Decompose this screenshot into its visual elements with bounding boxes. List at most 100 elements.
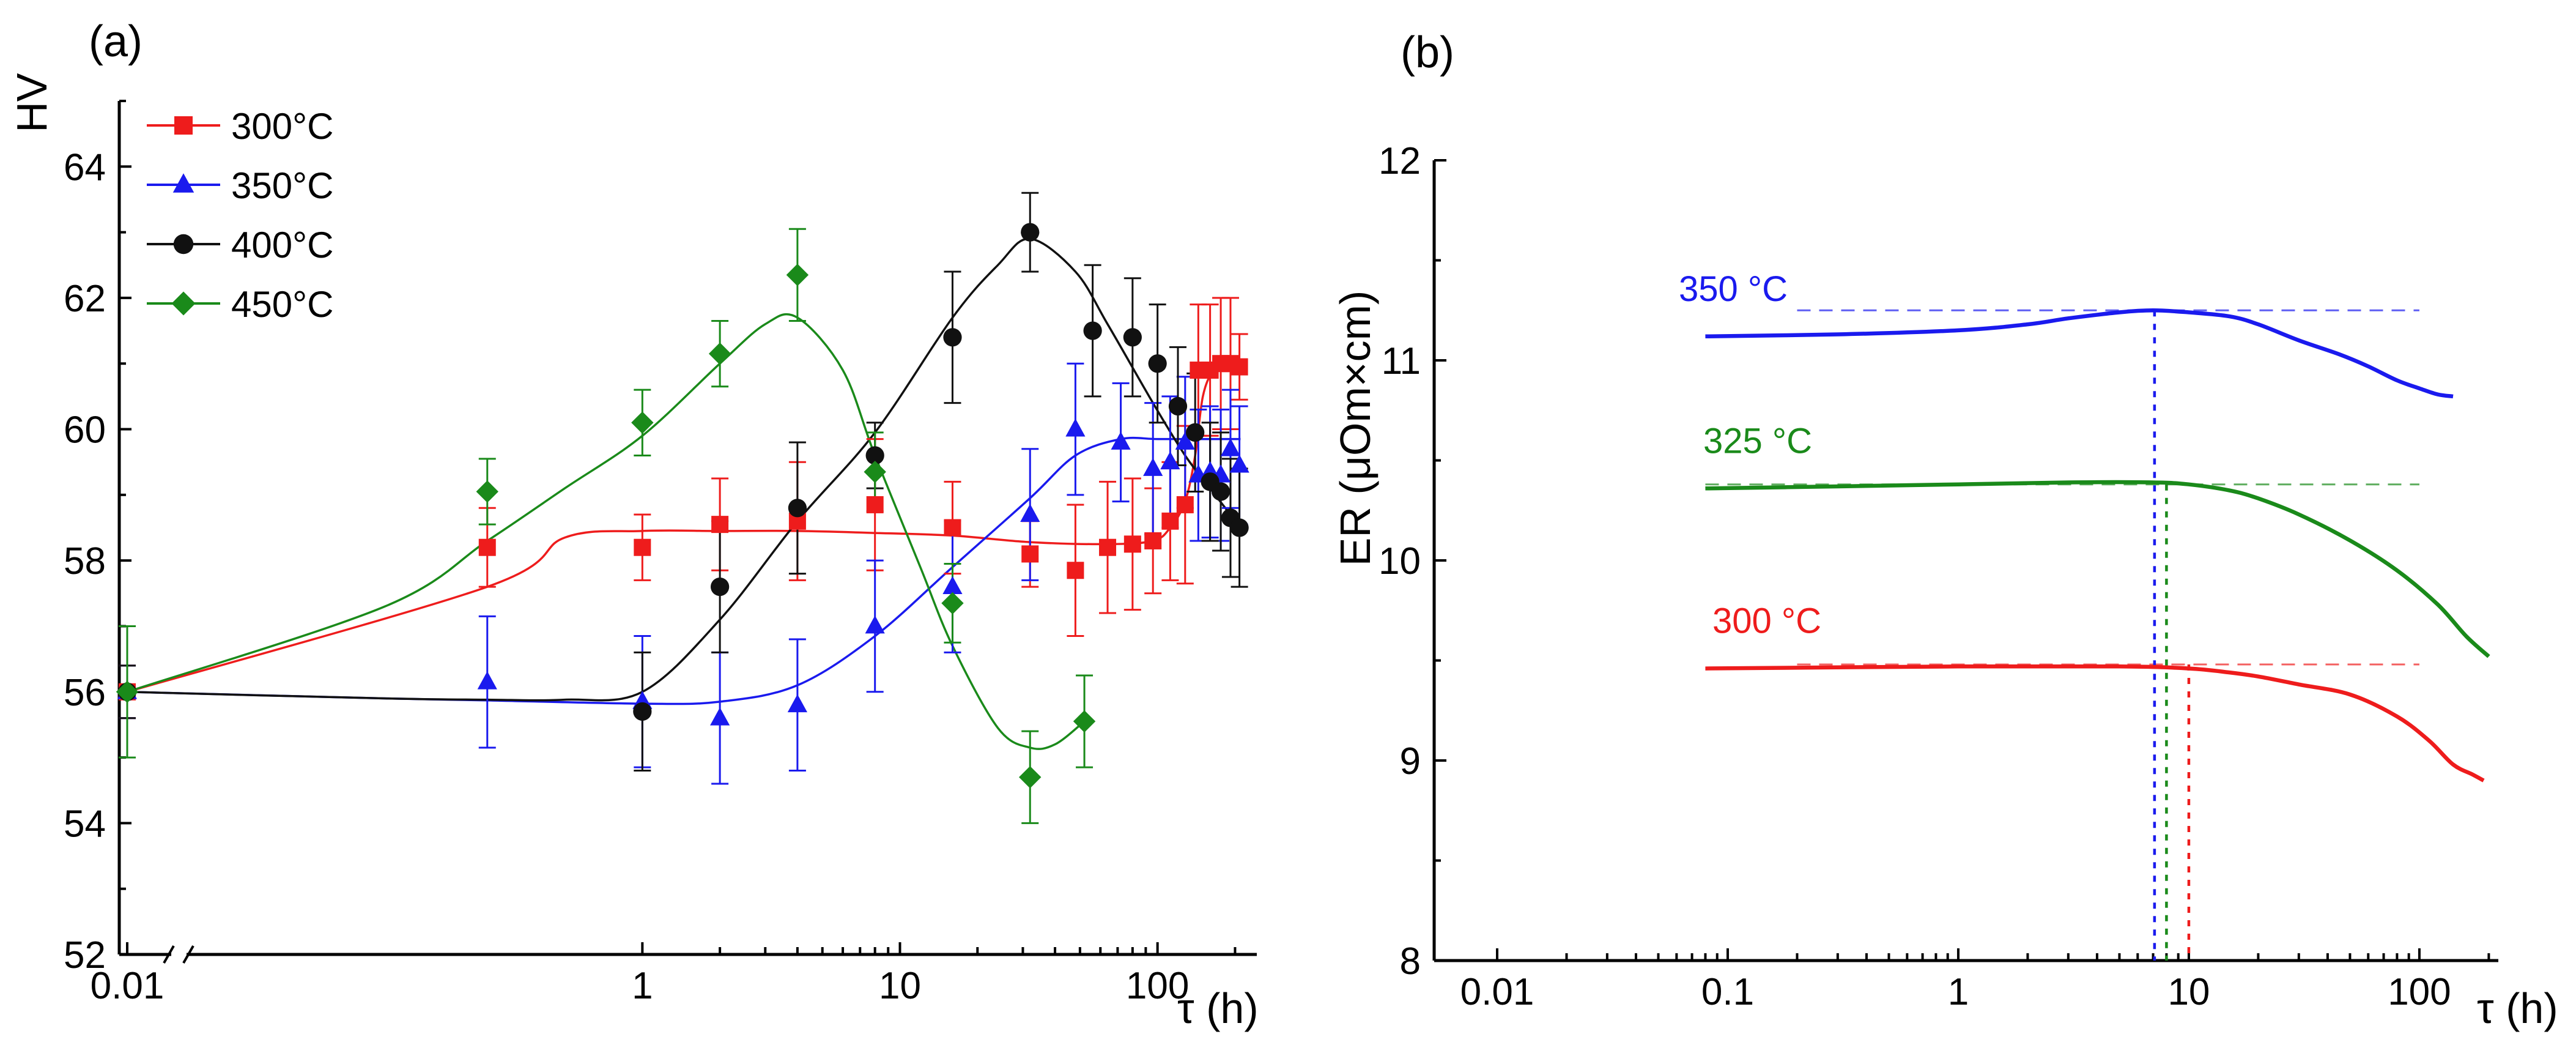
panel-a-axes: 52 54 56 58 60 62 64 0.01 1 10 100 (64, 100, 1257, 1007)
panel-a-y-tick-label: 64 (64, 146, 106, 188)
panel-b-onset-lines (2153, 310, 2191, 961)
panel-a-x-tick-label: 1 (632, 965, 653, 1007)
panel-a-fit-curve (127, 362, 1241, 693)
panel-b-series-label: 350 °C (1679, 269, 1788, 309)
panel-a-point (477, 671, 497, 690)
panel-a-point (1231, 358, 1248, 376)
panel-b-curve (1705, 308, 2454, 399)
panel-a-x-axis-title: τ (h) (1177, 984, 1259, 1032)
panel-b-y-tick-label: 12 (1379, 140, 1421, 182)
panel-a-point (1067, 562, 1084, 579)
panel-b-x-tick-label: 100 (2388, 971, 2451, 1013)
panel-a-point (708, 342, 731, 365)
panel-a-point (1175, 431, 1195, 450)
panel-a-point (478, 538, 496, 556)
panel-a-point (1168, 396, 1188, 416)
panel-a-point (942, 576, 963, 594)
panel-a-point (866, 496, 884, 513)
panel-a-y-tick-label: 58 (64, 540, 106, 582)
panel-a-legend-label: 350°C (231, 165, 333, 206)
panel-b-x-tick-label: 0.01 (1460, 971, 1534, 1013)
panel-a-x-tick-label: 10 (879, 965, 921, 1007)
panel-a-point (1186, 423, 1205, 442)
panel-a-y-tick-label: 52 (64, 934, 106, 976)
panel-a-point (1220, 438, 1241, 456)
panel-a-point (1083, 321, 1102, 340)
panel-a-point (941, 592, 964, 615)
panel-a-axis-break-mark (182, 945, 194, 964)
panel-b-x-tick-label: 0.1 (1701, 971, 1754, 1013)
panel-label-b: (b) (1401, 28, 1454, 77)
panel-a-point (116, 680, 139, 703)
panel-a-legend-marker (172, 173, 194, 193)
panel-a-point (1065, 418, 1086, 437)
panel-a-legend-marker (173, 234, 194, 255)
panel-a-point (1144, 532, 1162, 549)
panel-a-point (1111, 431, 1131, 450)
panel-a-point (865, 446, 884, 465)
panel-b-y-tick-label: 8 (1400, 940, 1421, 983)
panel-b-x-tick-label: 10 (2167, 971, 2210, 1013)
panel-b-series-label: 300 °C (1712, 601, 1821, 641)
panel-a-point (631, 411, 654, 434)
panel-a-y-tick-label: 60 (64, 409, 106, 452)
panel-a-point (1099, 538, 1117, 556)
panel-a-point (1161, 512, 1179, 530)
panel-a-point (1230, 518, 1249, 537)
panel-a-legend-label: 400°C (231, 225, 333, 266)
panel-a-point (1143, 458, 1163, 476)
panel-a-x-tick-label: 100 (1126, 965, 1189, 1007)
panel-b-x-axis-title: τ (h) (2477, 984, 2558, 1032)
panel-a-legend-label: 450°C (231, 284, 333, 325)
panel-b-curve (1705, 664, 2485, 783)
panel-a-point (1019, 766, 1042, 789)
panel-a-point (864, 461, 886, 483)
panel-a-legend-marker (171, 291, 196, 316)
panel-a-point (943, 328, 962, 347)
panel-b-curves (1705, 308, 2490, 783)
panel-a-fit-curve (127, 313, 1086, 750)
panel-b-y-axis-title: ER (μOm×cm) (1331, 291, 1379, 567)
panel-a-point (788, 499, 807, 518)
panel-b-series-labels: 350 °C 325 °C 300 °C (1679, 269, 1821, 641)
panel-label-a: (a) (89, 17, 142, 66)
panel-a-point (1020, 504, 1040, 522)
panel-b-curve (1705, 480, 2490, 658)
panel-a-x-tick-label: 0.01 (91, 965, 165, 1007)
panel-a-point (1160, 451, 1180, 470)
panel-a-y-tick-label: 54 (64, 803, 106, 845)
panel-a-point (1073, 710, 1096, 733)
panel-a-point (1123, 535, 1141, 553)
panel-b-y-tick-label: 11 (1382, 340, 1421, 382)
panel-a-point (944, 519, 961, 537)
panel-a-point (1148, 354, 1167, 373)
panel-a-point (865, 615, 885, 634)
panel-a-legend-label: 300°C (231, 106, 333, 147)
panel-a-point (710, 707, 730, 726)
panel-b-resistance-chart: (b) 8 9 10 11 12 0.01 0.1 1 10 100 350 °C 325 °C 30… (1331, 28, 2558, 1032)
panel-b-y-tick-label: 9 (1400, 740, 1421, 783)
panel-a-data-points (116, 223, 1249, 789)
panel-a-point (787, 694, 807, 713)
panel-a-point (786, 264, 809, 286)
panel-b-x-tick-label: 1 (1948, 971, 1969, 1013)
panel-b-series-label: 325 °C (1703, 421, 1812, 461)
panel-b-axes: 8 9 10 11 12 0.01 0.1 1 10 100 (1379, 140, 2498, 1013)
panel-a-point (710, 577, 730, 597)
panel-a-point (1123, 328, 1142, 347)
panel-b-y-tick-label: 10 (1379, 540, 1421, 582)
panel-a-point (1021, 223, 1040, 242)
panel-a-hardness-chart: (a) 52 54 56 58 60 62 64 0.01 1 10 100 300°C 350°C 4… (8, 17, 1259, 1032)
panel-a-point (1229, 455, 1249, 473)
panel-a-legend-marker (174, 116, 193, 135)
panel-a-legend: 300°C 350°C 400°C 450°C (147, 106, 333, 325)
panel-a-axis-break-mark (163, 945, 175, 964)
panel-a-point (476, 480, 498, 503)
panel-a-y-axis-title: HV (8, 73, 56, 133)
panel-a-point (1176, 496, 1194, 513)
panel-a-point (1021, 545, 1039, 563)
panel-a-y-tick-label: 62 (64, 278, 106, 320)
panel-a-point (633, 702, 652, 721)
panel-a-point (1211, 482, 1231, 501)
